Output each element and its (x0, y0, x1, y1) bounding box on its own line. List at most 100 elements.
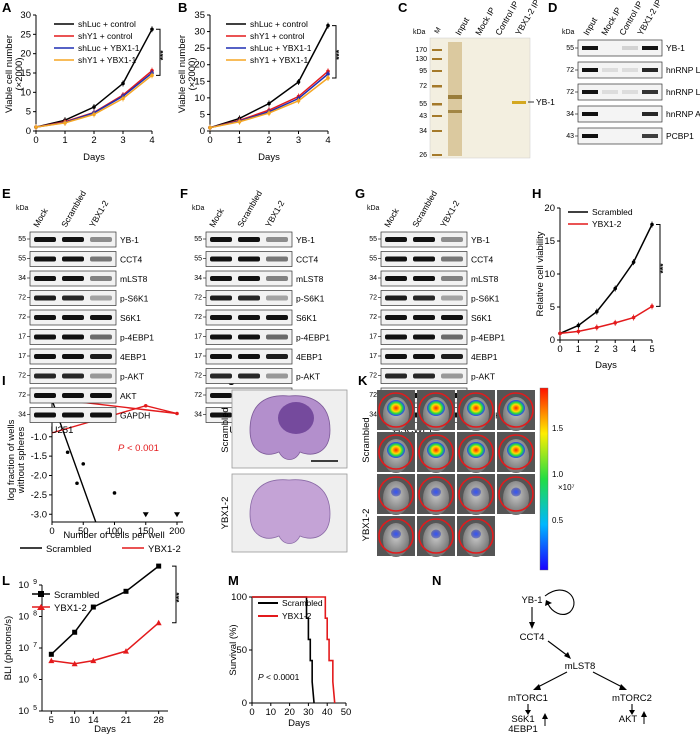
blot-band (266, 334, 288, 340)
y-tick-label: 5 (26, 107, 31, 118)
x-tick-label: 4 (631, 344, 636, 355)
mouse-body (503, 481, 529, 515)
blot-band (210, 237, 232, 242)
y-tick-label: 20 (20, 49, 31, 60)
blot-band (90, 334, 112, 340)
blot-band (90, 373, 112, 379)
blot-band (413, 295, 435, 301)
x-tick-label: 21 (121, 715, 132, 726)
roi-circle (498, 392, 534, 428)
y-tick-label: 5 (200, 109, 205, 120)
blot-band (582, 46, 598, 50)
legend-i: Scrambled YBX1-2 (20, 544, 181, 555)
section-label: Scrambled (220, 407, 231, 452)
blot-band (441, 295, 463, 301)
marker-kda: 170 (415, 47, 427, 54)
blot-row-label: YB-1 (120, 235, 139, 245)
roi-circle (418, 392, 454, 428)
chart-l: 5 10 14 21 28 10 5 10 6 10 7 10 8 10 9 *** Days BLI (phot… (3, 563, 184, 734)
y-tick-label: 0 (242, 698, 247, 709)
blot-band (90, 256, 112, 262)
blot-band (602, 90, 618, 94)
x-tick-label: 14 (88, 715, 99, 726)
blot-band (62, 373, 84, 379)
mouse-body (423, 523, 449, 557)
kda-marker: 34 (194, 412, 202, 419)
y-axis-title: Viable cell number (4, 35, 15, 113)
p-label: P (118, 443, 125, 454)
blot-band (385, 334, 407, 340)
lane-label: YBX1-2 (438, 198, 461, 229)
y-tick-label: 30 (194, 27, 205, 38)
y-tick-exponent: 9 (33, 579, 37, 586)
blot-row-label: p-4EBP1 (120, 333, 154, 343)
blot-row-label: 4EBP1 (296, 352, 323, 362)
blot-band (582, 90, 598, 94)
blot-band (266, 256, 288, 262)
legend-label: shY1 + YBX1-1 (78, 55, 136, 65)
kda-label: kDa (413, 29, 426, 36)
kda-label: kDa (192, 205, 205, 212)
significance-stars: *** (334, 49, 344, 60)
lane-label: Input (453, 15, 471, 37)
blot-band (441, 334, 463, 340)
x-tick-label: 0 (49, 526, 54, 537)
x-tick-label: 10 (266, 707, 277, 718)
bli-signal-low (431, 487, 441, 497)
blot-band (34, 393, 56, 398)
roi-circle (378, 476, 414, 512)
blot-band (210, 256, 232, 262)
y-tick-label: 10 (544, 269, 555, 280)
roi-circle (418, 476, 454, 512)
y-tick-exponent: 8 (33, 611, 37, 618)
y-tick-label: 10 (18, 675, 29, 686)
arrow (533, 684, 541, 690)
bli-signal-low (471, 529, 481, 539)
y-axis-title: BLI (photons/s) (3, 616, 14, 680)
blot-band (62, 276, 84, 281)
bli-signal-high (427, 400, 445, 416)
data-point (90, 657, 97, 664)
y-tick-label: 25 (194, 43, 205, 54)
data-point (123, 588, 129, 594)
survival-curve (252, 596, 336, 704)
legend-label: shY1 + YBX1-1 (250, 55, 308, 65)
roi-circle (418, 434, 454, 470)
kda-marker: 34 (566, 111, 574, 118)
legend-label: shY1 + control (78, 31, 133, 41)
p-value: < 0.0001 (264, 672, 300, 682)
data-point (48, 657, 55, 664)
node-yb1: YB-1 (521, 595, 542, 606)
kda-marker: 72 (18, 295, 26, 302)
kda-marker: 72 (566, 89, 574, 96)
blot-row-label: YB-1 (471, 235, 490, 245)
x-tick-label: 50 (341, 707, 352, 718)
legend-label: shLuc + YBX1-1 (78, 43, 140, 53)
blot-band (385, 315, 407, 320)
lane-label: Scrambled (410, 189, 439, 229)
x-tick-label: 50 (78, 526, 89, 537)
kda-marker: 17 (18, 353, 26, 360)
blot-band (90, 354, 112, 359)
kda-label: kDa (16, 205, 29, 212)
x-tick-label: 2 (91, 135, 96, 146)
kda-marker: 72 (566, 67, 574, 74)
x-axis-title: Days (288, 718, 310, 729)
significance-stars: *** (158, 50, 168, 61)
panel-label: L (2, 573, 10, 588)
x-tick-label: 5 (49, 715, 54, 726)
blot-row-label: PCBP1 (666, 131, 694, 141)
series-line (559, 305, 653, 335)
blot-row-label: p-AKT (471, 372, 495, 382)
blot-band (642, 134, 658, 138)
p-value-annotation: P < 0.0001 (258, 672, 300, 682)
lane-label: Scrambled (235, 189, 264, 229)
panel-label: C (398, 0, 408, 15)
blot-band (238, 315, 260, 320)
roi-circle (458, 434, 494, 470)
data-point (112, 491, 117, 495)
y-tick-label: 10 (20, 87, 31, 98)
blot-row-label: p-4EBP1 (296, 333, 330, 343)
kda-marker: 72 (369, 314, 377, 321)
